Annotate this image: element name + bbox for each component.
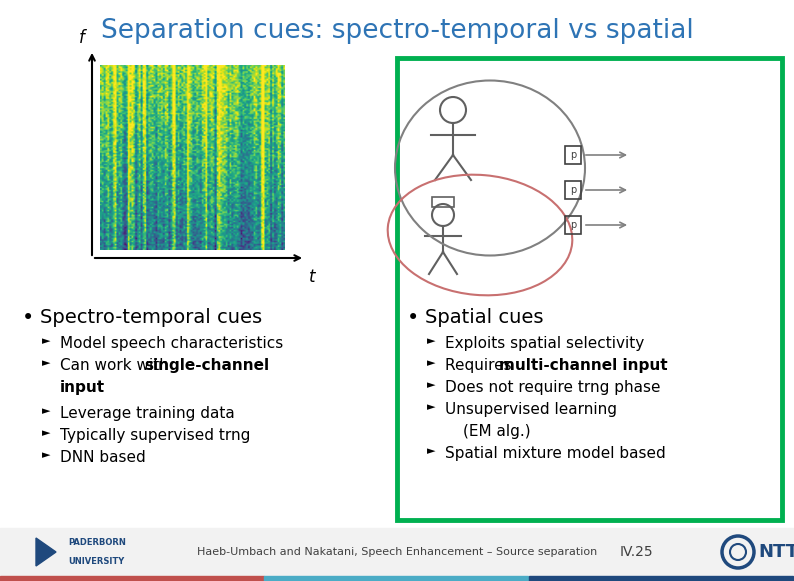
Text: t: t (309, 268, 315, 286)
Text: ►: ► (42, 358, 51, 368)
Bar (529, 576, 793, 581)
Text: ►: ► (427, 358, 435, 368)
Text: Spatial mixture model based: Spatial mixture model based (445, 446, 665, 461)
Text: multi-channel input: multi-channel input (499, 358, 668, 373)
Text: NTT: NTT (758, 543, 794, 561)
Text: single-channel: single-channel (144, 358, 269, 373)
Bar (0, 576, 264, 581)
Text: IV.25: IV.25 (620, 545, 653, 559)
Text: ►: ► (427, 446, 435, 456)
Text: p: p (570, 185, 576, 195)
Text: Spectro-temporal cues: Spectro-temporal cues (40, 308, 262, 327)
Text: Does not require trng phase: Does not require trng phase (445, 380, 661, 395)
Bar (565, 216, 581, 234)
Text: p: p (570, 220, 576, 230)
Text: Typically supervised trng: Typically supervised trng (60, 428, 250, 443)
Text: ►: ► (42, 450, 51, 460)
Text: input: input (60, 380, 105, 395)
Text: f: f (79, 29, 85, 47)
Bar (0, 528, 794, 576)
Text: PADERBORN: PADERBORN (68, 538, 126, 547)
Bar (432, 197, 454, 207)
Text: ►: ► (42, 336, 51, 346)
Text: ►: ► (427, 380, 435, 390)
Text: Can work with: Can work with (60, 358, 174, 373)
Bar (397, 58, 782, 520)
Text: •: • (22, 308, 34, 328)
Text: p: p (570, 150, 576, 160)
Text: DNN based: DNN based (60, 450, 146, 465)
Text: (EM alg.): (EM alg.) (463, 424, 530, 439)
Text: Requires: Requires (445, 358, 517, 373)
Text: ►: ► (42, 406, 51, 416)
Text: Unsupervised learning: Unsupervised learning (445, 402, 617, 417)
Text: Model speech characteristics: Model speech characteristics (60, 336, 283, 351)
Text: Haeb-Umbach and Nakatani, Speech Enhancement – Source separation: Haeb-Umbach and Nakatani, Speech Enhance… (197, 547, 597, 557)
Text: Separation cues: spectro-temporal vs spatial: Separation cues: spectro-temporal vs spa… (101, 18, 693, 44)
Bar (264, 576, 528, 581)
Text: Spatial cues: Spatial cues (425, 308, 544, 327)
Text: •: • (407, 308, 419, 328)
Text: ►: ► (427, 336, 435, 346)
Text: ►: ► (42, 428, 51, 438)
Text: Exploits spatial selectivity: Exploits spatial selectivity (445, 336, 644, 351)
Text: ►: ► (427, 402, 435, 412)
Bar (565, 181, 581, 199)
Polygon shape (36, 538, 56, 566)
Text: UNIVERSITY: UNIVERSITY (68, 557, 124, 566)
Bar (565, 146, 581, 164)
Text: Leverage training data: Leverage training data (60, 406, 235, 421)
